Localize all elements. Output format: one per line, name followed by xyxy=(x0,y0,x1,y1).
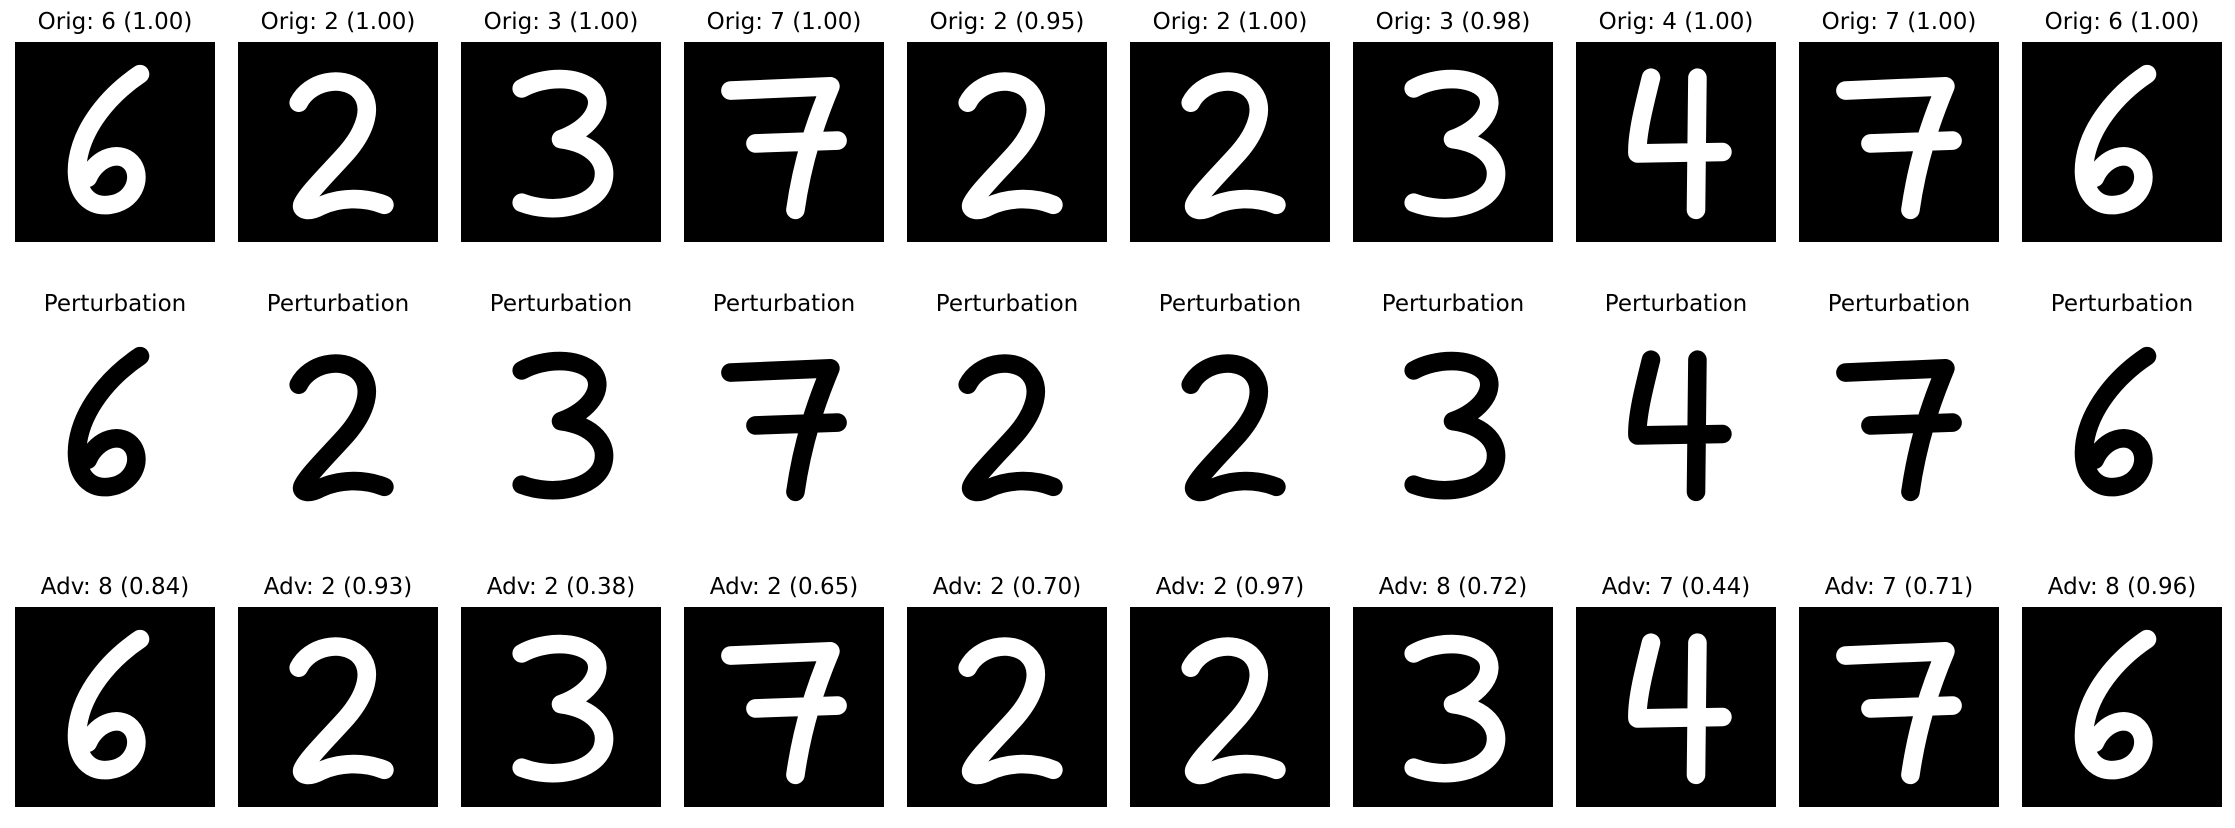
original-digit-image xyxy=(2022,42,2222,242)
original-panel-title: Orig: 6 (1.00) xyxy=(15,8,215,36)
perturbation-digit-image xyxy=(1576,324,1776,524)
image-background xyxy=(1130,607,1330,807)
adversarial-digit-image xyxy=(1799,607,1999,807)
perturbation-digit-image xyxy=(461,324,661,524)
image-background xyxy=(907,42,1107,242)
original-panel-title: Orig: 6 (1.00) xyxy=(2022,8,2222,36)
perturbation-digit-image xyxy=(684,324,884,524)
adversarial-digit-image xyxy=(15,607,215,807)
original-digit-image xyxy=(238,42,438,242)
original-panel-title: Orig: 2 (0.95) xyxy=(907,8,1107,36)
original-digit-image xyxy=(907,42,1107,242)
original-digit-image xyxy=(684,42,884,242)
perturbation-panel-title: Perturbation xyxy=(461,290,661,318)
perturbation-panel-title: Perturbation xyxy=(2022,290,2222,318)
image-background xyxy=(907,324,1107,524)
adversarial-panel-title: Adv: 8 (0.72) xyxy=(1353,573,1553,601)
adversarial-digit-image xyxy=(1130,607,1330,807)
original-digit-image xyxy=(461,42,661,242)
image-background xyxy=(238,324,438,524)
adversarial-panel-title: Adv: 8 (0.84) xyxy=(15,573,215,601)
original-digit-image xyxy=(1130,42,1330,242)
perturbation-panel-title: Perturbation xyxy=(1576,290,1776,318)
original-panel-title: Orig: 4 (1.00) xyxy=(1576,8,1776,36)
image-background xyxy=(238,607,438,807)
perturbation-panel-title: Perturbation xyxy=(1799,290,1999,318)
perturbation-panel-title: Perturbation xyxy=(15,290,215,318)
original-digit-image xyxy=(15,42,215,242)
adversarial-panel-title: Adv: 2 (0.93) xyxy=(238,573,438,601)
adversarial-digit-image xyxy=(907,607,1107,807)
adversarial-panel-title: Adv: 2 (0.70) xyxy=(907,573,1107,601)
adversarial-panel-title: Adv: 2 (0.97) xyxy=(1130,573,1330,601)
perturbation-panel-title: Perturbation xyxy=(1353,290,1553,318)
image-background xyxy=(1576,607,1776,807)
perturbation-digit-image xyxy=(1353,324,1553,524)
original-panel-title: Orig: 2 (1.00) xyxy=(1130,8,1330,36)
perturbation-panel-title: Perturbation xyxy=(1130,290,1330,318)
adversarial-digit-image xyxy=(1576,607,1776,807)
image-background xyxy=(238,42,438,242)
original-digit-image xyxy=(1799,42,1999,242)
original-panel-title: Orig: 7 (1.00) xyxy=(1799,8,1999,36)
original-panel-title: Orig: 7 (1.00) xyxy=(684,8,884,36)
original-panel-title: Orig: 2 (1.00) xyxy=(238,8,438,36)
adversarial-panel-title: Adv: 2 (0.65) xyxy=(684,573,884,601)
adversarial-digit-image xyxy=(238,607,438,807)
perturbation-panel-title: Perturbation xyxy=(684,290,884,318)
perturbation-digit-image xyxy=(238,324,438,524)
original-digit-image xyxy=(1576,42,1776,242)
adversarial-panel-title: Adv: 7 (0.71) xyxy=(1799,573,1999,601)
perturbation-digit-image xyxy=(15,324,215,524)
adversarial-digit-image xyxy=(684,607,884,807)
image-background xyxy=(1130,324,1330,524)
original-panel-title: Orig: 3 (0.98) xyxy=(1353,8,1553,36)
perturbation-digit-image xyxy=(1130,324,1330,524)
perturbation-digit-image xyxy=(1799,324,1999,524)
image-background xyxy=(1130,42,1330,242)
perturbation-digit-image xyxy=(907,324,1107,524)
perturbation-panel-title: Perturbation xyxy=(238,290,438,318)
perturbation-digit-image xyxy=(2022,324,2222,524)
adversarial-panel-title: Adv: 2 (0.38) xyxy=(461,573,661,601)
adversarial-panel-title: Adv: 7 (0.44) xyxy=(1576,573,1776,601)
image-background xyxy=(1576,324,1776,524)
image-background xyxy=(907,607,1107,807)
perturbation-panel-title: Perturbation xyxy=(907,290,1107,318)
adversarial-digit-image xyxy=(461,607,661,807)
adversarial-panel-title: Adv: 8 (0.96) xyxy=(2022,573,2222,601)
original-digit-image xyxy=(1353,42,1553,242)
adversarial-digit-image xyxy=(2022,607,2222,807)
original-panel-title: Orig: 3 (1.00) xyxy=(461,8,661,36)
adversarial-digit-image xyxy=(1353,607,1553,807)
image-background xyxy=(1576,42,1776,242)
